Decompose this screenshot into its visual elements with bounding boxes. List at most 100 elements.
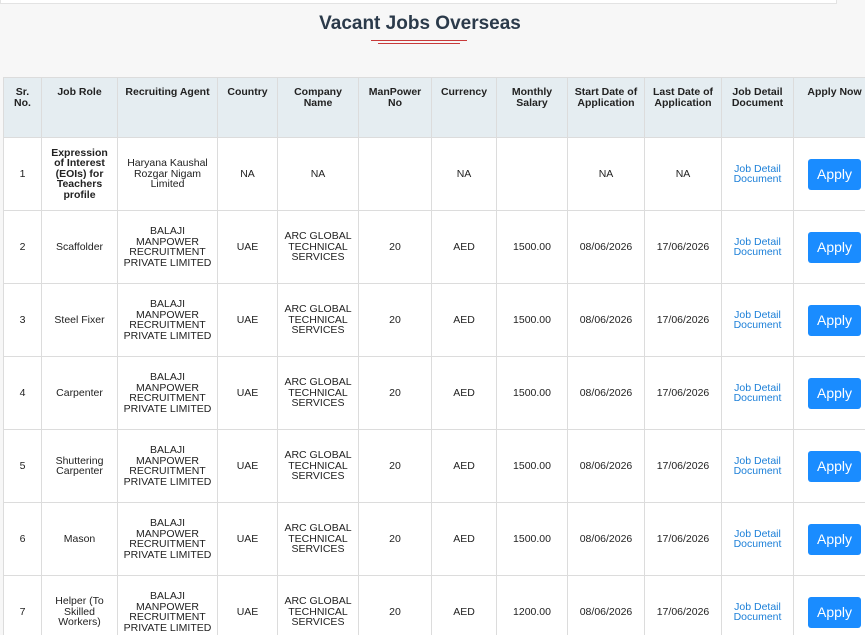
top-bar bbox=[0, 0, 837, 4]
table-cell: 17/06/2026 bbox=[644, 210, 722, 284]
table-cell: 20 bbox=[358, 210, 432, 284]
table-cell: Helper (To Skilled Workers) bbox=[41, 575, 118, 635]
table-cell: AED bbox=[431, 429, 497, 503]
cell-text: 17/06/2026 bbox=[656, 459, 710, 472]
apply-button[interactable]: Apply bbox=[808, 377, 861, 409]
cell-text: AED bbox=[453, 605, 475, 618]
cell-text: 08/06/2026 bbox=[579, 459, 633, 472]
table-cell: 20 bbox=[358, 283, 432, 357]
table-cell: NA bbox=[217, 137, 278, 211]
apply-button[interactable]: Apply bbox=[808, 596, 861, 628]
table-row: 1 Expression of Interest (EOIs) for Teach… bbox=[3, 137, 865, 211]
table-row: 7 Helper (To Skilled Workers) BALAJI MANPO… bbox=[3, 575, 865, 635]
jobs-table: Sr. No. Job Role Recruiting Agent Country Co… bbox=[3, 77, 865, 635]
table-cell: 08/06/2026 bbox=[567, 575, 645, 635]
table-cell: AED bbox=[431, 283, 497, 357]
table-cell: BALAJI MANPOWER RECRUITMENT PRIVATE LIMI… bbox=[117, 502, 218, 576]
job-detail-link[interactable]: Job Detail Document bbox=[733, 600, 782, 623]
cell-text: 1 bbox=[19, 167, 26, 180]
cell-text: 08/06/2026 bbox=[579, 240, 633, 253]
table-body: 1 Expression of Interest (EOIs) for Teach… bbox=[3, 137, 865, 635]
job-detail-link[interactable]: Job Detail Document bbox=[733, 162, 782, 185]
table-cell: 08/06/2026 bbox=[567, 502, 645, 576]
table-cell: BALAJI MANPOWER RECRUITMENT PRIVATE LIMI… bbox=[117, 429, 218, 503]
table-row: 6 Mason BALAJI MANPOWER RECRUITMENT PRIVAT… bbox=[3, 502, 865, 576]
cell-text: NA bbox=[240, 167, 255, 180]
job-detail-link[interactable]: Job Detail Document bbox=[733, 308, 782, 331]
table-cell: ARC GLOBAL TECHNICAL SERVICES bbox=[277, 356, 359, 430]
table-cell: Steel Fixer bbox=[41, 283, 118, 357]
cell-text: BALAJI MANPOWER RECRUITMENT PRIVATE LIMI… bbox=[123, 517, 212, 561]
cell-text: UAE bbox=[236, 240, 259, 253]
table-container: Sr. No. Job Role Recruiting Agent Country Co… bbox=[3, 77, 865, 635]
table-cell: Apply bbox=[793, 429, 865, 503]
cell-text: NA bbox=[675, 167, 691, 180]
table-cell: UAE bbox=[217, 502, 278, 576]
table-cell: 17/06/2026 bbox=[644, 283, 722, 357]
cell-text: UAE bbox=[236, 313, 259, 326]
column-header: Monthly Salary bbox=[496, 77, 568, 138]
table-cell: NA bbox=[431, 137, 497, 211]
table-cell: BALAJI MANPOWER RECRUITMENT PRIVATE LIMI… bbox=[117, 575, 218, 635]
table-cell: 20 bbox=[358, 502, 432, 576]
table-row: 4 Carpenter BALAJI MANPOWER RECRUITMENT PR… bbox=[3, 356, 865, 430]
cell-text: 1500.00 bbox=[513, 532, 551, 545]
job-detail-link[interactable]: Job Detail Document bbox=[733, 235, 782, 258]
table-cell: 2 bbox=[3, 210, 42, 284]
cell-text: Shuttering Carpenter bbox=[55, 454, 104, 477]
cell-text: 7 bbox=[19, 605, 26, 618]
table-cell: 20 bbox=[358, 429, 432, 503]
apply-button[interactable]: Apply bbox=[808, 523, 861, 555]
table-cell: 1 bbox=[3, 137, 42, 211]
table-cell: 20 bbox=[358, 356, 432, 430]
cell-text: BALAJI MANPOWER RECRUITMENT PRIVATE LIMI… bbox=[123, 225, 212, 269]
table-cell: 17/06/2026 bbox=[644, 575, 722, 635]
table-cell: ARC GLOBAL TECHNICAL SERVICES bbox=[277, 429, 359, 503]
cell-text: 17/06/2026 bbox=[656, 240, 710, 253]
cell-text: 08/06/2026 bbox=[579, 532, 633, 545]
table-cell: 4 bbox=[3, 356, 42, 430]
table-cell: 1500.00 bbox=[496, 429, 568, 503]
page-title: Vacant Jobs Overseas bbox=[319, 13, 521, 34]
table-cell: Shuttering Carpenter bbox=[41, 429, 118, 503]
job-detail-link[interactable]: Job Detail Document bbox=[733, 527, 782, 550]
cell-text: BALAJI MANPOWER RECRUITMENT PRIVATE LIMI… bbox=[123, 590, 212, 634]
title-underline bbox=[371, 40, 467, 41]
table-cell bbox=[496, 137, 568, 211]
table-row: 2 Scaffolder BALAJI MANPOWER RECRUITMENT P… bbox=[3, 210, 865, 284]
table-cell: Job Detail Document bbox=[721, 502, 794, 576]
table-cell: 17/06/2026 bbox=[644, 356, 722, 430]
column-header: Currency bbox=[431, 77, 497, 138]
job-detail-link[interactable]: Job Detail Document bbox=[733, 454, 782, 477]
apply-button[interactable]: Apply bbox=[808, 231, 861, 263]
apply-button[interactable]: Apply bbox=[808, 450, 861, 482]
table-cell: AED bbox=[431, 502, 497, 576]
table-cell: 08/06/2026 bbox=[567, 210, 645, 284]
cell-text: 1500.00 bbox=[513, 459, 551, 472]
cell-text: 4 bbox=[19, 386, 26, 399]
cell-text: UAE bbox=[236, 386, 259, 399]
table-cell: Carpenter bbox=[41, 356, 118, 430]
table-cell: 20 bbox=[358, 575, 432, 635]
cell-text: AED bbox=[453, 386, 475, 399]
cell-text: 17/06/2026 bbox=[656, 532, 710, 545]
job-detail-link[interactable]: Job Detail Document bbox=[733, 381, 782, 404]
title-underline bbox=[378, 43, 460, 44]
table-cell: Expression of Interest (EOIs) for Teache… bbox=[41, 137, 118, 211]
cell-text: 20 bbox=[389, 240, 401, 253]
table-head: Sr. No. Job Role Recruiting Agent Country Co… bbox=[3, 77, 865, 138]
table-row: 3 Steel Fixer BALAJI MANPOWER RECRUITMENT … bbox=[3, 283, 865, 357]
table-cell: Job Detail Document bbox=[721, 356, 794, 430]
column-header: Company Name bbox=[277, 77, 359, 138]
table-cell: Apply bbox=[793, 210, 865, 284]
apply-button[interactable]: Apply bbox=[808, 158, 861, 190]
table-cell: ARC GLOBAL TECHNICAL SERVICES bbox=[277, 210, 359, 284]
table-cell: 1500.00 bbox=[496, 283, 568, 357]
table-cell: 1200.00 bbox=[496, 575, 568, 635]
apply-button[interactable]: Apply bbox=[808, 304, 861, 336]
cell-text: 20 bbox=[389, 386, 401, 399]
table-cell: NA bbox=[277, 137, 359, 211]
cell-text: NA bbox=[598, 167, 614, 180]
table-cell bbox=[358, 137, 432, 211]
column-header: Sr. No. bbox=[3, 77, 42, 138]
